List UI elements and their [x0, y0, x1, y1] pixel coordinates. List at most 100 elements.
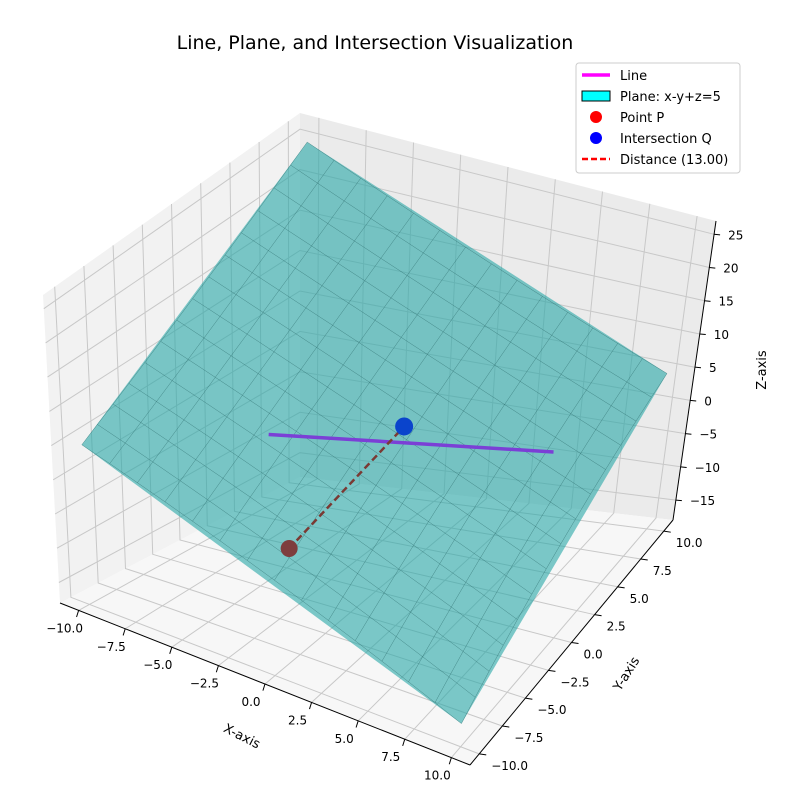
- chart-title: Line, Plane, and Intersection Visualizat…: [177, 32, 574, 54]
- x-tick-label: 7.5: [381, 750, 400, 764]
- distance-segment: [288, 425, 406, 550]
- y-tick-mark: [617, 586, 625, 589]
- plane-mesh-line: [97, 424, 476, 698]
- plane-mesh-line: [128, 383, 504, 646]
- y-tick-mark: [479, 753, 487, 756]
- z-tick-label: −5: [699, 428, 717, 442]
- plane-mesh-line: [81, 444, 462, 724]
- plane-mesh-line: [160, 341, 532, 595]
- y-tick-label: 7.5: [653, 564, 672, 578]
- x-tick-mark: [448, 757, 452, 765]
- y-tick-label: −10.0: [491, 759, 528, 773]
- x-tick-mark: [169, 647, 173, 654]
- plane-mesh-line: [112, 403, 490, 672]
- x-tick-label: −5.0: [143, 658, 172, 672]
- y-tick-mark: [571, 642, 579, 645]
- legend-item: Intersection Q: [590, 132, 712, 147]
- legend-label: Plane: x-y+z=5: [620, 90, 721, 105]
- y-tick-label: −7.5: [514, 731, 543, 745]
- x-tick-label: −7.5: [97, 640, 126, 654]
- y-tick-label: 5.0: [630, 592, 649, 606]
- plane-mesh-line: [192, 298, 562, 544]
- x-tick-mark: [76, 610, 80, 618]
- z-tick-mark: [680, 466, 687, 468]
- z-tick-mark: [694, 366, 702, 369]
- x-tick-mark: [402, 739, 406, 747]
- y-axis-label: Y-axis: [610, 654, 643, 694]
- y-tick-label: −2.5: [560, 675, 589, 689]
- z-tick-label: 20: [723, 262, 738, 276]
- y-tick-label: −5.0: [537, 703, 566, 717]
- x-tick-label: 2.5: [288, 713, 307, 727]
- x-tick-label: 0.0: [241, 695, 260, 709]
- plane-mesh-line: [273, 187, 637, 422]
- gridline-y: [83, 265, 503, 727]
- y-tick-mark: [594, 614, 602, 617]
- x-tick-label: 10.0: [424, 769, 451, 783]
- legend-item: Distance (13.00): [582, 153, 728, 168]
- z-tick-mark: [699, 333, 706, 336]
- x-tick-mark: [262, 683, 266, 691]
- legend-item: Line: [582, 69, 647, 84]
- z-tick-label: 10: [714, 328, 729, 342]
- x-tick-label: −2.5: [190, 677, 219, 691]
- legend-marker-swatch: [590, 111, 602, 123]
- x-tick-mark: [215, 665, 219, 673]
- legend-label: Distance (13.00): [620, 153, 728, 168]
- y-tick-mark: [502, 725, 510, 728]
- legend-label: Point P: [620, 111, 664, 126]
- z-tick-label: 15: [719, 295, 734, 309]
- legend-item: Plane: x-y+z=5: [581, 90, 721, 105]
- x-axis-label: X-axis: [221, 721, 263, 752]
- plot-area: [81, 141, 668, 724]
- legend-label: Line: [620, 69, 647, 84]
- plane-mesh-line: [241, 232, 606, 470]
- z-tick-mark: [714, 233, 721, 236]
- intersection-q-marker: [395, 417, 414, 436]
- z-tick-mark: [709, 267, 716, 269]
- x-tick-mark: [309, 702, 313, 710]
- y-tick-mark: [663, 530, 671, 533]
- y-tick-label: 10.0: [676, 536, 703, 550]
- x-tick-label: 5.0: [335, 732, 354, 746]
- z-tick-label: −10: [695, 461, 720, 475]
- z-tick-mark: [675, 499, 682, 502]
- z-tick-mark: [685, 433, 692, 435]
- x-tick-mark: [355, 720, 359, 728]
- z-tick-mark: [704, 300, 711, 302]
- plane-mesh-line: [290, 164, 652, 398]
- plane-fill: [81, 142, 668, 724]
- z-axis-label: Z-axis: [755, 350, 770, 390]
- plane-mesh-line: [208, 276, 576, 520]
- z-tick-label: 5: [709, 361, 717, 375]
- z-tick-label: 25: [728, 228, 743, 242]
- gridline-y: [54, 286, 480, 755]
- x-tick-label: −10.0: [46, 621, 83, 635]
- gridline-x: [451, 216, 698, 758]
- tick-labels: −10.0 −7.5 −5.0 −2.5 0.0 2.5 5.0 7.5 10.0 −10.0 −7…: [46, 228, 743, 782]
- plane-mesh-line: [307, 141, 668, 374]
- z-axis-line: [672, 220, 717, 521]
- legend-frame: [575, 62, 741, 174]
- legend-marker-swatch: [590, 132, 602, 144]
- x-tick-mark: [122, 628, 126, 636]
- z-tick-mark: [690, 399, 697, 402]
- plane-mesh-line: [144, 362, 518, 620]
- y-tick-mark: [548, 669, 556, 672]
- z-tick-label: −15: [690, 494, 715, 508]
- plane-mesh-line: [257, 210, 621, 446]
- y-tick-mark: [640, 558, 648, 561]
- y-tick-label: 0.0: [584, 648, 603, 662]
- legend: Line Plane: x-y+z=5 Point P Intersection Q D…: [575, 62, 741, 174]
- y-tick-label: 2.5: [607, 620, 626, 634]
- legend-patch-swatch: [581, 90, 611, 102]
- y-tick-mark: [525, 697, 533, 700]
- point-p-marker: [280, 539, 298, 557]
- plane-mesh-line: [224, 254, 591, 495]
- line-series: [268, 432, 554, 454]
- gridline-z: [43, 128, 715, 310]
- z-tick-label: 0: [704, 394, 712, 408]
- plane-surface: [81, 141, 668, 724]
